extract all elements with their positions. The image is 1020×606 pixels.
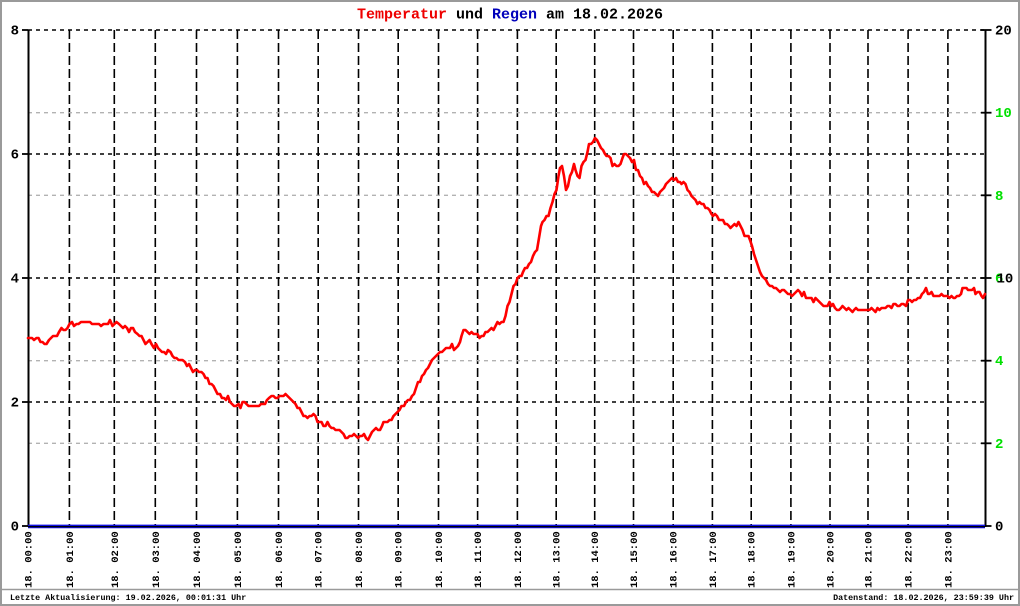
svg-text:18. 15:00: 18. 15:00 (629, 531, 641, 588)
svg-text:18. 00:00: 18. 00:00 (24, 531, 36, 588)
svg-text:18. 17:00: 18. 17:00 (708, 531, 720, 588)
svg-text:2: 2 (995, 437, 1003, 453)
svg-text:18. 18:00: 18. 18:00 (747, 531, 759, 588)
svg-text:18. 12:00: 18. 12:00 (513, 531, 525, 588)
svg-text:20: 20 (995, 24, 1012, 40)
svg-text:4: 4 (11, 272, 19, 288)
svg-text:18. 11:00: 18. 11:00 (473, 531, 485, 588)
svg-text:0: 0 (11, 520, 19, 536)
svg-text:18. 03:00: 18. 03:00 (151, 531, 163, 588)
svg-text:18. 04:00: 18. 04:00 (192, 531, 204, 588)
svg-text:Letzte Aktualisierung: 19.02.2: Letzte Aktualisierung: 19.02.2026, 00:01… (10, 593, 246, 603)
svg-text:18. 21:00: 18. 21:00 (864, 531, 876, 588)
svg-text:Datenstand: 18.02.2026, 23:59:: Datenstand: 18.02.2026, 23:59:39 Uhr (833, 593, 1014, 603)
svg-text:18. 20:00: 18. 20:00 (826, 531, 838, 588)
svg-text:18. 09:00: 18. 09:00 (394, 531, 406, 588)
svg-text:2: 2 (11, 396, 19, 412)
svg-text:6: 6 (995, 272, 1003, 288)
svg-text:18. 16:00: 18. 16:00 (669, 531, 681, 588)
svg-text:0: 0 (995, 520, 1003, 536)
svg-text:18. 06:00: 18. 06:00 (274, 531, 286, 588)
svg-text:4: 4 (995, 354, 1003, 370)
svg-text:18. 13:00: 18. 13:00 (552, 531, 564, 588)
svg-text:18. 05:00: 18. 05:00 (233, 531, 245, 588)
svg-text:18. 22:00: 18. 22:00 (904, 531, 916, 588)
svg-text:18. 23:00: 18. 23:00 (943, 531, 955, 588)
svg-text:18. 02:00: 18. 02:00 (110, 531, 122, 588)
svg-text:18. 10:00: 18. 10:00 (434, 531, 446, 588)
svg-text:10: 10 (995, 106, 1012, 122)
svg-text:10: 10 (997, 272, 1014, 288)
svg-text:18. 01:00: 18. 01:00 (65, 531, 77, 588)
svg-text:18. 08:00: 18. 08:00 (354, 531, 366, 588)
svg-text:18. 14:00: 18. 14:00 (590, 531, 602, 588)
svg-text:18. 19:00: 18. 19:00 (786, 531, 798, 588)
svg-text:8: 8 (11, 24, 19, 40)
svg-text:8: 8 (995, 189, 1003, 205)
svg-text:Temperatur und Regen am 18.02.: Temperatur und Regen am 18.02.2026 (357, 7, 663, 24)
svg-text:6: 6 (11, 148, 19, 164)
svg-text:18. 07:00: 18. 07:00 (314, 531, 326, 588)
